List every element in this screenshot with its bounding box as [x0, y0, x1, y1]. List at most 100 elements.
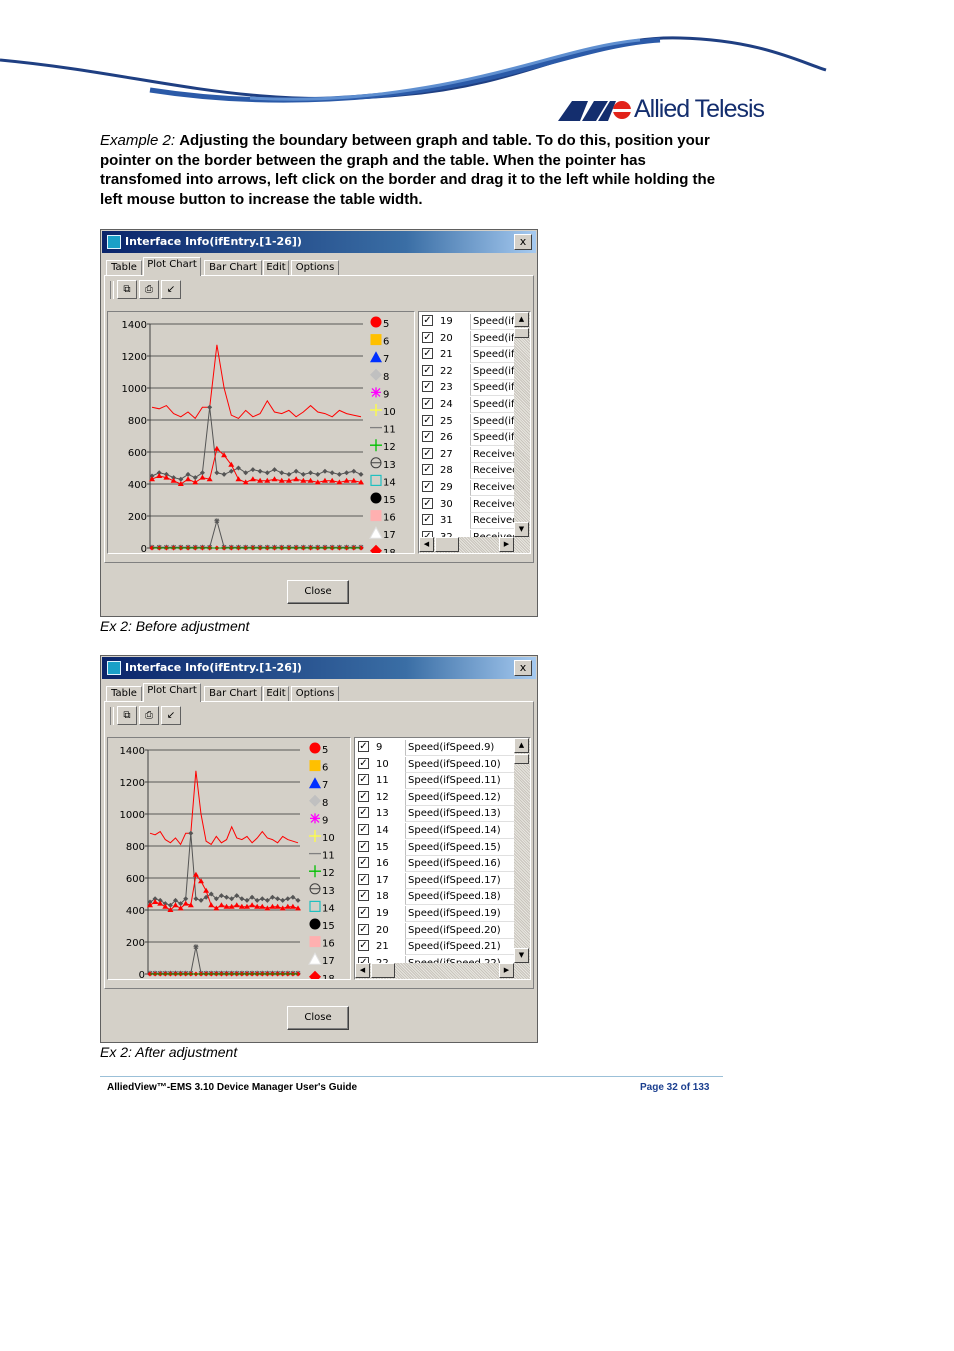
checkbox[interactable]: ✓ [422, 364, 433, 376]
tab-plot-chart[interactable]: Plot Chart [143, 683, 201, 702]
checkbox[interactable]: ✓ [358, 857, 369, 869]
checkbox[interactable]: ✓ [422, 464, 433, 476]
data-point [259, 903, 266, 909]
data-point [192, 871, 199, 877]
logo-mark-icon [558, 101, 631, 121]
tab-options[interactable]: Options [291, 686, 339, 701]
tab-table[interactable]: Table [106, 686, 142, 701]
tab-bar-chart[interactable]: Bar Chart [204, 686, 262, 701]
list-item[interactable]: ✓ 27 Receivec [421, 446, 514, 463]
list-item[interactable]: ✓ 31 Receivec [421, 513, 514, 530]
scroll-down-icon[interactable]: ▼ [514, 948, 529, 963]
list-item[interactable]: ✓ 24 Speed(if [421, 397, 514, 413]
scroll-down-icon[interactable]: ▼ [514, 522, 529, 537]
checkbox[interactable]: ✓ [358, 807, 369, 819]
checkbox[interactable]: ✓ [422, 398, 433, 409]
list-item[interactable]: ✓ 19 Speed(ifSpeed.19) [357, 906, 515, 922]
row-number: 27 [440, 448, 453, 460]
checkbox[interactable]: ✓ [422, 481, 433, 492]
scroll-right-icon[interactable]: ▶ [499, 963, 514, 978]
list-item[interactable]: ✓ 10 Speed(ifSpeed.10) [357, 756, 515, 773]
checkbox[interactable]: ✓ [358, 840, 369, 852]
list-item[interactable]: ✓ 30 Receivec [421, 496, 514, 513]
list-item[interactable]: ✓ 15 Speed(ifSpeed.15) [357, 839, 515, 856]
checkbox[interactable]: ✓ [358, 940, 369, 952]
tab-options[interactable]: Options [291, 260, 339, 275]
scroll-thumb[interactable] [514, 328, 529, 338]
list-item[interactable]: ✓ 20 Speed(ifSpeed.20) [357, 922, 515, 939]
checkbox[interactable]: ✓ [358, 923, 369, 935]
tab-bar-chart[interactable]: Bar Chart [204, 260, 262, 275]
vertical-scrollbar[interactable]: ▲ ▼ [514, 312, 530, 537]
list-item[interactable]: ✓ 17 Speed(ifSpeed.17) [357, 872, 515, 889]
list-item[interactable]: ✓ 22 Speed(if [421, 363, 514, 380]
checkbox[interactable]: ✓ [422, 381, 433, 393]
list-item[interactable]: ✓ 28 Receivec [421, 463, 514, 480]
copy-icon[interactable]: ⧉ [117, 706, 137, 725]
list-item[interactable]: ✓ 13 Speed(ifSpeed.13) [357, 806, 515, 823]
legend-label: 14 [383, 477, 396, 488]
checkbox[interactable]: ✓ [358, 757, 369, 769]
scroll-right-icon[interactable]: ▶ [499, 537, 514, 552]
row-number: 17 [376, 874, 389, 886]
checkbox[interactable]: ✓ [358, 890, 369, 902]
caption-before: Ex 2: Before adjustment [100, 618, 250, 634]
checkbox[interactable]: ✓ [422, 331, 433, 343]
list-item[interactable]: ✓ 21 Speed(if [421, 347, 514, 364]
data-point [203, 894, 209, 900]
list-item[interactable]: ✓ 9 Speed(ifSpeed.9) [357, 740, 515, 756]
data-point [285, 896, 291, 902]
copy-icon[interactable]: ⧉ [117, 280, 137, 299]
checkbox[interactable]: ✓ [358, 873, 369, 885]
list-item[interactable]: ✓ 26 Speed(if [421, 430, 514, 447]
window-close-icon[interactable]: x [514, 660, 532, 676]
list-item[interactable]: ✓ 18 Speed(ifSpeed.18) [357, 889, 515, 906]
list-item[interactable]: ✓ 14 Speed(ifSpeed.14) [357, 823, 515, 839]
checkbox[interactable]: ✓ [358, 907, 369, 918]
close-button[interactable]: Close [287, 1006, 349, 1030]
vertical-scrollbar[interactable]: ▲ ▼ [514, 738, 530, 963]
scroll-left-icon[interactable]: ◀ [355, 963, 370, 978]
export-icon[interactable]: ↙ [161, 280, 181, 299]
tab-edit[interactable]: Edit [263, 686, 289, 701]
list-item[interactable]: ✓ 23 Speed(if [421, 380, 514, 397]
scroll-thumb[interactable] [514, 754, 529, 764]
checkbox[interactable]: ✓ [422, 497, 433, 509]
checkbox[interactable]: ✓ [358, 741, 369, 752]
horizontal-scrollbar[interactable]: ◀ ▶ [419, 537, 530, 553]
list-item[interactable]: ✓ 21 Speed(ifSpeed.21) [357, 939, 515, 956]
tab-edit[interactable]: Edit [263, 260, 289, 275]
scroll-left-icon[interactable]: ◀ [419, 537, 434, 552]
checkbox[interactable]: ✓ [422, 431, 433, 443]
print-icon[interactable]: ⎙ [139, 280, 159, 299]
horizontal-scrollbar[interactable]: ◀ ▶ [355, 963, 530, 979]
tab-table[interactable]: Table [106, 260, 142, 275]
scroll-up-icon[interactable]: ▲ [514, 738, 529, 753]
list-item[interactable]: ✓ 20 Speed(if [421, 330, 514, 347]
list-item[interactable]: ✓ 29 Receivec [421, 480, 514, 496]
data-point [300, 471, 306, 477]
print-icon[interactable]: ⎙ [139, 706, 159, 725]
export-icon[interactable]: ↙ [161, 706, 181, 725]
list-item[interactable]: ✓ 12 Speed(ifSpeed.12) [357, 789, 515, 806]
hscroll-thumb[interactable] [371, 963, 395, 978]
window-close-icon[interactable]: x [514, 234, 532, 250]
checkbox[interactable]: ✓ [358, 824, 369, 835]
checkbox[interactable]: ✓ [358, 774, 369, 786]
checkbox[interactable]: ✓ [422, 315, 433, 326]
tab-plot-chart[interactable]: Plot Chart [143, 257, 201, 276]
checkbox[interactable]: ✓ [358, 790, 369, 802]
checkbox[interactable]: ✓ [422, 514, 433, 526]
close-button[interactable]: Close [287, 580, 349, 604]
row-number: 26 [440, 432, 453, 444]
hscroll-thumb[interactable] [435, 537, 459, 552]
data-point [228, 903, 235, 909]
checkbox[interactable]: ✓ [422, 414, 433, 426]
scroll-up-icon[interactable]: ▲ [514, 312, 529, 327]
list-item[interactable]: ✓ 16 Speed(ifSpeed.16) [357, 856, 515, 873]
list-item[interactable]: ✓ 11 Speed(ifSpeed.11) [357, 773, 515, 790]
list-item[interactable]: ✓ 25 Speed(if [421, 413, 514, 430]
checkbox[interactable]: ✓ [422, 348, 433, 360]
checkbox[interactable]: ✓ [422, 447, 433, 459]
list-item[interactable]: ✓ 19 Speed(if [421, 314, 514, 330]
